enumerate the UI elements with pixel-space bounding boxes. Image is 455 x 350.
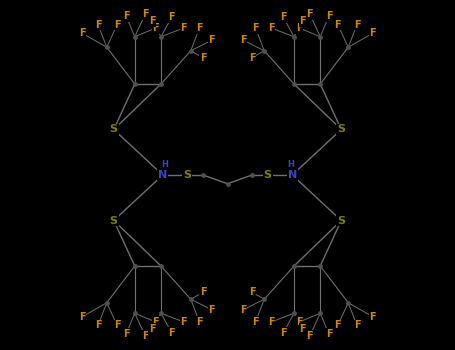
Text: F: F (306, 331, 313, 341)
Text: F: F (181, 317, 187, 327)
Text: S: S (264, 170, 272, 180)
Text: F: F (200, 53, 206, 63)
Text: F: F (208, 35, 215, 45)
Text: F: F (354, 20, 360, 29)
Text: F: F (354, 321, 360, 330)
Text: S: S (337, 125, 345, 134)
Text: S: S (110, 216, 118, 225)
Text: F: F (249, 287, 255, 297)
Text: F: F (168, 13, 175, 22)
Text: H: H (161, 160, 168, 169)
Text: S: S (183, 170, 191, 180)
Text: F: F (114, 321, 121, 330)
Text: F: F (79, 312, 86, 322)
Text: F: F (268, 317, 274, 327)
Text: F: F (326, 11, 332, 21)
Text: F: F (252, 23, 259, 33)
Text: F: F (123, 11, 129, 21)
Text: F: F (299, 324, 306, 334)
Text: F: F (326, 329, 332, 339)
Text: F: F (95, 20, 101, 29)
Text: F: F (79, 28, 86, 38)
Text: F: F (296, 23, 303, 33)
Text: F: F (123, 329, 129, 339)
Text: S: S (110, 125, 118, 134)
Text: H: H (287, 160, 294, 169)
Text: F: F (149, 16, 156, 26)
Text: F: F (240, 305, 247, 315)
Text: F: F (149, 324, 156, 334)
Text: F: F (252, 317, 259, 327)
Text: F: F (196, 23, 203, 33)
Text: F: F (208, 305, 215, 315)
Text: N: N (158, 170, 167, 180)
Text: F: F (369, 28, 376, 38)
Text: F: F (280, 13, 287, 22)
Text: F: F (280, 328, 287, 337)
Text: F: F (152, 23, 159, 33)
Text: N: N (288, 170, 297, 180)
Text: F: F (334, 20, 341, 29)
Text: F: F (181, 23, 187, 33)
Text: F: F (249, 53, 255, 63)
Text: F: F (296, 317, 303, 327)
Text: F: F (200, 287, 206, 297)
Text: F: F (142, 331, 149, 341)
Text: F: F (369, 312, 376, 322)
Text: F: F (299, 16, 306, 26)
Text: F: F (334, 321, 341, 330)
Text: F: F (268, 23, 274, 33)
Text: F: F (240, 35, 247, 45)
Text: F: F (306, 9, 313, 19)
Text: F: F (152, 317, 159, 327)
Text: F: F (196, 317, 203, 327)
Text: S: S (337, 216, 345, 225)
Text: F: F (142, 9, 149, 19)
Text: F: F (168, 328, 175, 337)
Text: F: F (114, 20, 121, 29)
Text: F: F (95, 321, 101, 330)
